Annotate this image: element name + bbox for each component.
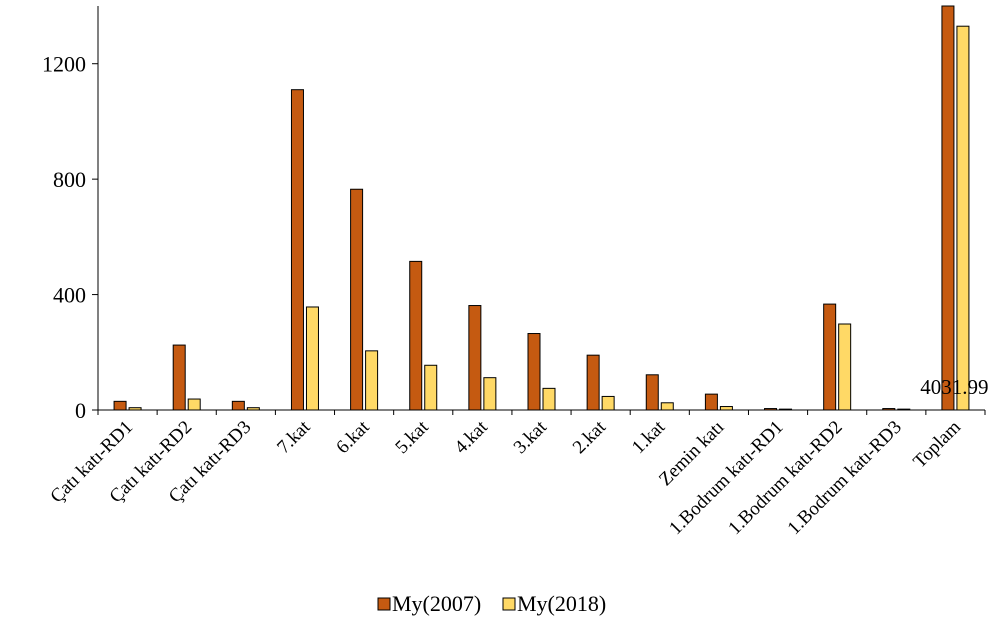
legend-label: My(2018) [517, 591, 606, 616]
bar-my2007 [409, 260, 423, 411]
bar-my2007 [231, 400, 245, 411]
bar-my2007 [172, 344, 186, 411]
x-tick-label: 7.kat [273, 416, 315, 458]
legend: My(2007) My(2018) [377, 591, 606, 616]
bar-my2007 [645, 374, 659, 411]
x-tick-label: 1.kat [628, 416, 670, 458]
bar-my2018 [956, 25, 970, 411]
bar-my2007 [113, 400, 127, 411]
bar-my2018 [187, 398, 201, 411]
y-axis: 0 400 800 1200 [42, 6, 99, 423]
bar-my2018 [719, 406, 733, 411]
y-tick-group: 0 400 800 1200 [42, 52, 98, 423]
x-tick-label: 4.kat [451, 416, 493, 458]
bar-my2018 [660, 402, 674, 411]
bar-my2018 [365, 350, 379, 411]
bar-my2007 [941, 5, 955, 411]
annotations: 4031.99 [920, 375, 988, 399]
bar-my2018 [483, 377, 497, 411]
bar-my2007 [290, 89, 304, 411]
legend-swatch [377, 597, 391, 611]
x-tick-label: 1.Bodrum katı-RD2 [724, 417, 846, 539]
bar-my2007 [350, 188, 364, 411]
x-tick-label: Toplam [909, 417, 965, 473]
bar-my2018 [542, 387, 556, 411]
legend-label: My(2007) [392, 591, 481, 616]
y-tick-label: 800 [53, 167, 86, 192]
bar-my2018 [838, 323, 852, 411]
bar-my2007 [527, 333, 541, 411]
bar-my2018 [601, 395, 615, 411]
bar-my2018 [424, 364, 438, 411]
x-tick-label: 2.kat [569, 416, 611, 458]
x-tick-label: 1.Bodrum katı-RD1 [665, 417, 787, 539]
bar-my2007 [468, 305, 482, 411]
y-tick-label: 400 [53, 283, 86, 308]
legend-swatch [502, 597, 516, 611]
y-tick-label: 0 [75, 398, 86, 423]
bar-my2007 [823, 303, 837, 411]
x-tick-label: 1.Bodrum katı-RD3 [784, 417, 906, 539]
x-tick-label: 6.kat [332, 416, 374, 458]
bar-my2007 [704, 393, 718, 411]
bars-group [113, 5, 970, 411]
x-tick-label: 3.kat [510, 416, 552, 458]
bar-my2007 [586, 354, 600, 411]
x-tick-label: 5.kat [391, 416, 433, 458]
y-tick-label: 1200 [42, 52, 86, 77]
bar-my2018 [305, 306, 319, 411]
data-label: 4031.99 [920, 375, 988, 399]
